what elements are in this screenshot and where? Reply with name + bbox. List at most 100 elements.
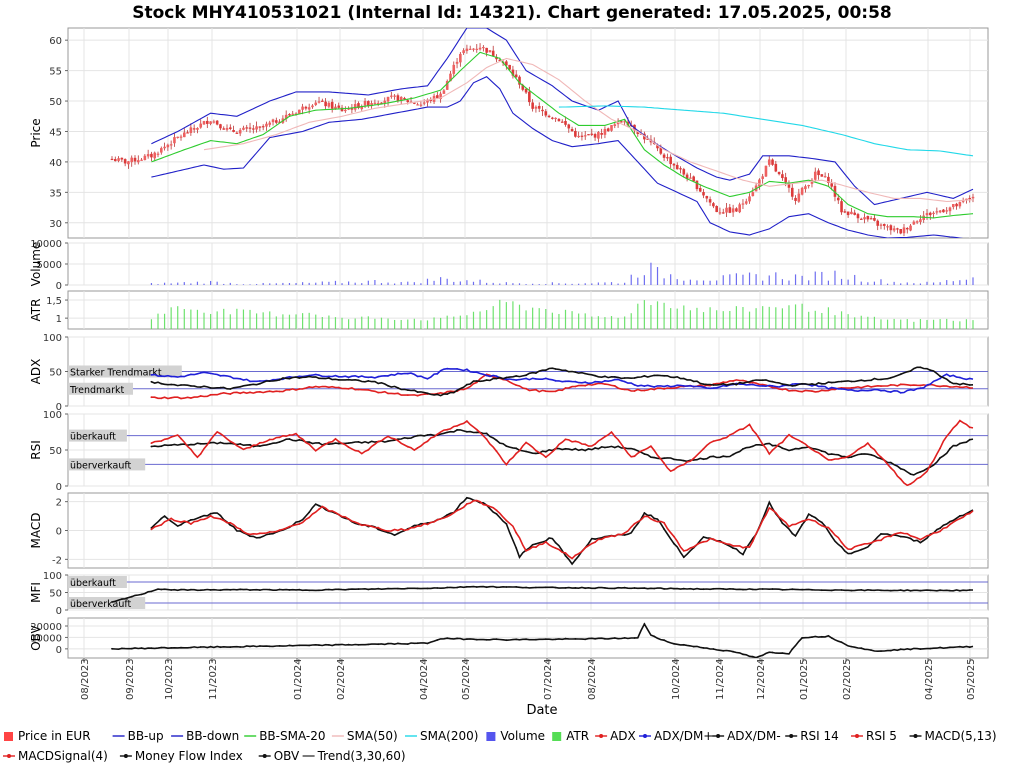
series-macdsignal-4--point: [387, 530, 389, 532]
price-candle: [350, 108, 354, 110]
price-candle: [212, 121, 216, 123]
series-macdsignal-4--point: [160, 524, 163, 526]
series-adx-dm--line: [151, 366, 974, 397]
series-rsi-5-point: [909, 483, 912, 485]
legend-label: Price in EUR: [18, 729, 91, 743]
series-money-flow-index-point: [229, 588, 232, 591]
price-candle: [209, 121, 212, 124]
series-obv-point: [505, 639, 508, 642]
series-money-flow-index-point: [515, 586, 518, 588]
series-macdsignal-4--point: [574, 554, 577, 557]
price-candle: [689, 177, 692, 179]
series-rsi-5-point: [939, 447, 941, 450]
price-candle: [459, 53, 462, 63]
series-obv-point: [456, 637, 458, 640]
price-y-tick-label: 50: [49, 97, 62, 108]
price-candle: [409, 101, 413, 103]
series-macdsignal-4--point: [722, 541, 725, 544]
series-adx-dm--point: [949, 375, 951, 378]
price-candle: [252, 128, 255, 130]
series-obv-point: [347, 643, 350, 646]
price-candle: [656, 145, 659, 149]
series-adx-dm--point: [564, 369, 567, 372]
series-money-flow-index-point: [337, 588, 340, 591]
series-adx-point: [663, 388, 665, 390]
price-candle: [370, 103, 373, 107]
x-tick-label: 11/2023: [208, 658, 219, 700]
series-money-flow-index-point: [712, 587, 715, 590]
series-adx-dm--point: [535, 372, 537, 374]
series-money-flow-index-point: [328, 588, 330, 591]
series-adx-dm--point: [337, 375, 340, 378]
price-candle: [419, 104, 423, 106]
price-candle: [945, 210, 949, 212]
price-candle: [449, 73, 452, 82]
price-candle: [275, 120, 278, 123]
price-candle: [580, 135, 584, 137]
series-obv-point: [712, 648, 715, 650]
series-rsi-5-point: [466, 420, 468, 422]
series-obv-point: [929, 647, 932, 650]
series-macd-5-13--point: [643, 512, 646, 514]
series-adx-dm--point: [475, 371, 478, 374]
series-macdsignal-4--point: [613, 535, 616, 538]
x-tick-label: 10/2023: [164, 658, 175, 700]
series-macdsignal-4--point: [939, 530, 941, 533]
series-macdsignal-4--point: [959, 517, 961, 520]
obv-y-axis-label: OBV: [29, 624, 43, 650]
price-candle: [702, 192, 705, 196]
price-candle: [603, 128, 607, 135]
series-money-flow-index-point: [673, 587, 675, 590]
series-money-flow-index-point: [278, 588, 281, 591]
series-adx-point: [209, 393, 212, 396]
series-obv-point: [466, 638, 468, 640]
series-rsi-14-point: [337, 442, 340, 445]
series-rsi-5-point: [485, 438, 488, 441]
series-obv-point: [909, 648, 912, 651]
series-money-flow-index-point: [426, 587, 429, 590]
series-obv-point: [288, 644, 291, 647]
series-adx-point: [791, 389, 794, 392]
series-rsi-14-point: [357, 441, 360, 443]
series-macd-5-13--point: [466, 496, 468, 499]
series-rsi-5-point: [870, 446, 872, 449]
series-adx-dm--point: [446, 367, 449, 370]
adx-series-group: [150, 366, 974, 400]
series-adx-point: [190, 397, 192, 399]
series-rsi-14-point: [949, 447, 951, 450]
series-rsi-14-point: [663, 457, 665, 460]
series-money-flow-index-point: [150, 590, 153, 593]
series-rsi-14-point: [732, 453, 734, 456]
series-rsi-14-point: [919, 471, 922, 473]
series-rsi-14-line: [151, 429, 974, 476]
adx-reference-label: Trendmarkt: [69, 385, 124, 396]
price-candle: [113, 159, 117, 162]
series-macdsignal-4--point: [919, 538, 922, 541]
atr-y-axis-label: ATR: [29, 299, 43, 322]
series-obv-point: [268, 645, 271, 648]
series-adx-dm--point: [436, 372, 439, 375]
series-adx-point: [387, 392, 389, 395]
price-candle: [225, 127, 229, 130]
series-rsi-14-point: [535, 452, 537, 455]
series-obv-point: [860, 647, 863, 650]
legend-label: BB-down: [186, 729, 239, 743]
price-candle: [360, 106, 364, 110]
series-rsi-14-point: [751, 445, 754, 448]
series-adx-dm--point: [919, 387, 922, 390]
series-adx-dm--point: [564, 380, 567, 383]
series-rsi-14-point: [466, 430, 468, 433]
x-tick-label: 02/2024: [336, 658, 347, 700]
series-rsi-14-point: [613, 446, 616, 449]
legend-swatch-dot: [716, 734, 721, 738]
series-money-flow-index: [111, 585, 973, 603]
series-rsi-5-point: [160, 440, 163, 442]
series-obv-point: [781, 652, 784, 654]
price-candle: [971, 196, 975, 199]
series-macdsignal-4--point: [436, 519, 439, 521]
series-money-flow-index-point: [406, 587, 409, 590]
series-adx-dm--point: [939, 377, 941, 380]
series-adx-dm--point: [515, 375, 518, 377]
series-macd-5-13--point: [939, 527, 941, 530]
series-adx-dm--point: [584, 372, 587, 375]
